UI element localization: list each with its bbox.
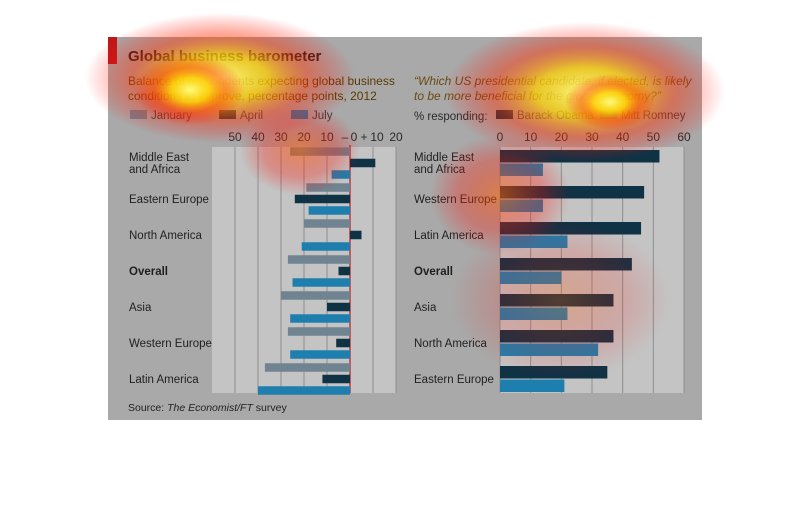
left-bar-april: [336, 338, 350, 348]
right-bar-barack-obama: [500, 294, 614, 307]
left-category-label: Eastern Europe: [129, 194, 209, 206]
left-bar-january: [304, 219, 350, 228]
right-bar-barack-obama: [500, 150, 660, 163]
right-category-label: North America: [414, 338, 487, 350]
left-bar-january: [287, 255, 350, 264]
left-tick-label: –: [342, 130, 349, 144]
right-bar-mitt-romney: [500, 379, 565, 392]
right-category-label: and Africa: [414, 164, 466, 176]
right-bar-mitt-romney: [500, 235, 568, 248]
right-category-label: Middle East: [414, 152, 475, 164]
left-category-label: Latin America: [129, 374, 199, 386]
right-bar-mitt-romney: [500, 271, 562, 284]
legend-swatch-barack-obama: [496, 110, 513, 119]
legend-prefix: % responding:: [414, 111, 488, 123]
source-note: Source: The Economist/FT survey: [128, 402, 287, 414]
left-bar-july: [308, 206, 350, 215]
left-bar-april: [350, 230, 362, 240]
right-tick-label: 30: [585, 130, 599, 144]
legend-label-april: April: [240, 110, 263, 122]
left-bar-july: [292, 278, 350, 287]
left-bar-april: [338, 266, 350, 276]
left-tick-label: 20: [389, 130, 403, 144]
right-bar-barack-obama: [500, 330, 614, 343]
right-category-label: Overall: [414, 266, 453, 278]
left-category-label: and Africa: [129, 164, 181, 176]
legend-swatch-april: [219, 110, 236, 119]
left-bar-july: [331, 170, 350, 179]
legend-swatch-july: [291, 110, 308, 119]
right-tick-label: 60: [677, 130, 691, 144]
left-bar-april: [327, 302, 350, 312]
legend-swatch-january: [130, 110, 147, 119]
right-bar-mitt-romney: [500, 307, 568, 320]
left-tick-label: 10: [320, 130, 334, 144]
left-bar-january: [290, 147, 350, 156]
legend-label-july: July: [312, 110, 333, 122]
left-tick-label: 0: [351, 130, 358, 144]
left-tick-label: 40: [251, 130, 265, 144]
left-bar-july: [301, 242, 350, 251]
left-tick-label: 50: [228, 130, 242, 144]
legend-swatch-mitt-romney: [600, 110, 617, 119]
left-bar-july: [258, 386, 350, 395]
right-bar-barack-obama: [500, 222, 642, 235]
left-category-label: Middle East: [129, 152, 190, 164]
legend-label-january: January: [151, 110, 192, 122]
right-bar-mitt-romney: [500, 163, 543, 176]
right-bar-mitt-romney: [500, 343, 599, 356]
right-category-label: Western Europe: [414, 194, 497, 206]
left-tick-label: 30: [274, 130, 288, 144]
left-tick-label: +: [360, 130, 367, 144]
right-category-label: Latin America: [414, 230, 484, 242]
left-category-label: Overall: [129, 266, 168, 278]
right-tick-label: 50: [647, 130, 661, 144]
right-bar-mitt-romney: [500, 199, 543, 212]
left-bar-april: [294, 194, 350, 204]
right-tick-label: 0: [497, 130, 504, 144]
legend-label-barack-obama: Barack Obama: [517, 110, 594, 122]
left-category-label: Western Europe: [129, 338, 212, 350]
left-tick-label: 10: [370, 130, 384, 144]
right-category-label: Asia: [414, 302, 437, 314]
right-category-label: Eastern Europe: [414, 374, 494, 386]
right-bar-barack-obama: [500, 366, 608, 379]
right-tick-label: 10: [524, 130, 538, 144]
left-tick-label: 20: [297, 130, 311, 144]
legend-label-mitt-romney: Mitt Romney: [621, 110, 686, 122]
left-bar-april: [350, 158, 376, 168]
right-bar-barack-obama: [500, 258, 632, 271]
left-bar-april: [322, 374, 350, 384]
right-bar-barack-obama: [500, 186, 645, 199]
left-bar-january: [281, 291, 350, 300]
right-tick-label: 40: [616, 130, 630, 144]
left-category-label: Asia: [129, 302, 152, 314]
left-category-label: North America: [129, 230, 202, 242]
left-bar-july: [290, 314, 350, 323]
left-bar-january: [264, 363, 350, 372]
left-bar-january: [306, 183, 350, 192]
right-tick-label: 20: [555, 130, 569, 144]
left-bar-july: [290, 350, 350, 359]
left-bar-january: [287, 327, 350, 336]
